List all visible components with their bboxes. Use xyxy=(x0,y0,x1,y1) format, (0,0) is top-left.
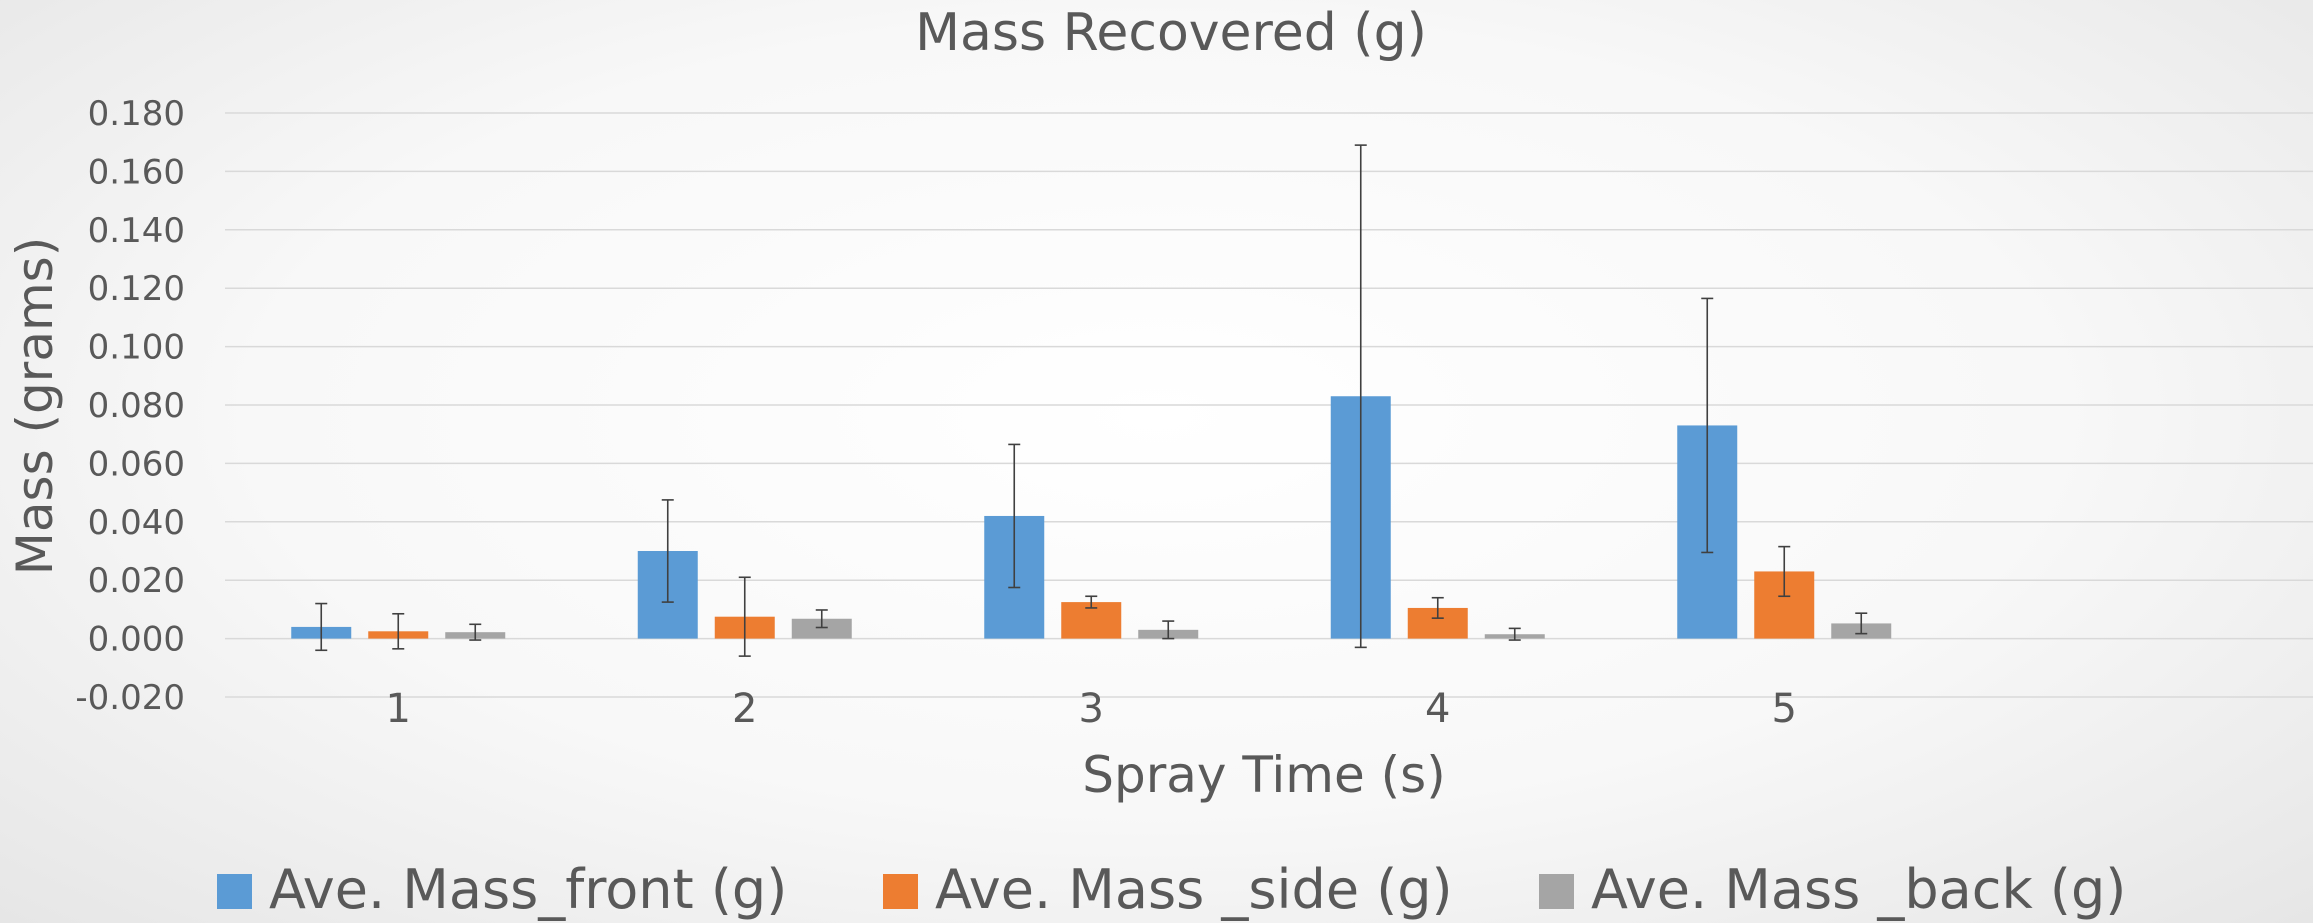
legend-swatch xyxy=(883,874,918,909)
y-tick-label: -0.020 xyxy=(75,678,185,718)
x-tick-label: 4 xyxy=(1425,686,1450,732)
error-bar-2-2 xyxy=(738,576,751,657)
error-bar-3-2 xyxy=(815,609,828,629)
legend-label: Ave. Mass _side (g) xyxy=(935,858,1453,921)
error-bar-2-3 xyxy=(1085,595,1098,609)
x-tick-label: 3 xyxy=(1079,686,1104,732)
legend-swatch xyxy=(217,874,252,909)
legend-item: Ave. Mass _side (g) xyxy=(883,858,1453,921)
error-bar-1-1 xyxy=(315,602,328,652)
y-axis-title: Mass (grams) xyxy=(6,237,64,575)
error-bar-3-1 xyxy=(469,623,482,641)
legend-item: Ave. Mass_front (g) xyxy=(217,858,787,921)
y-tick-label: 0.080 xyxy=(88,386,185,426)
error-bar-3-3 xyxy=(1162,620,1175,640)
x-axis-ticks: 1 2 3 4 5 xyxy=(386,686,1797,732)
legend: Ave. Mass_front (g) Ave. Mass _side (g) Av… xyxy=(217,858,2126,921)
error-bar-3-4 xyxy=(1508,627,1521,641)
y-tick-label: 0.140 xyxy=(88,211,185,251)
y-tick-label: 0.000 xyxy=(88,620,185,660)
error-bar-1-3 xyxy=(1008,443,1021,589)
error-bars xyxy=(315,144,1868,657)
x-tick-label: 5 xyxy=(1772,686,1797,732)
chart-title: Mass Recovered (g) xyxy=(915,3,1427,63)
error-bar-2-4 xyxy=(1431,596,1444,619)
error-bar-3-5 xyxy=(1855,612,1868,635)
error-bar-1-4 xyxy=(1354,144,1367,649)
bar-3-2 xyxy=(791,618,852,639)
error-bar-2-5 xyxy=(1778,545,1791,598)
legend-label: Ave. Mass_front (g) xyxy=(269,858,787,921)
y-tick-label: 0.060 xyxy=(88,444,185,484)
error-bar-1-5 xyxy=(1701,297,1714,554)
legend-item: Ave. Mass _back (g) xyxy=(1539,858,2126,921)
y-tick-label: 0.020 xyxy=(88,561,185,601)
error-bar-2-1 xyxy=(392,612,405,650)
y-tick-label: 0.160 xyxy=(88,152,185,192)
y-tick-label: 0.180 xyxy=(88,94,185,134)
y-axis-ticks: -0.020 0.000 0.020 0.040 0.060 0.080 0.100 0.12… xyxy=(75,94,185,718)
x-tick-label: 2 xyxy=(732,686,757,732)
y-tick-label: 0.120 xyxy=(88,269,185,309)
legend-label: Ave. Mass _back (g) xyxy=(1591,858,2126,921)
legend-swatch xyxy=(1539,874,1574,909)
x-tick-label: 1 xyxy=(386,686,411,732)
x-axis-title: Spray Time (s) xyxy=(1082,746,1445,804)
gridlines xyxy=(225,112,2313,698)
y-tick-label: 0.100 xyxy=(88,328,185,368)
y-tick-label: 0.040 xyxy=(88,503,185,543)
error-bar-1-2 xyxy=(661,499,674,603)
